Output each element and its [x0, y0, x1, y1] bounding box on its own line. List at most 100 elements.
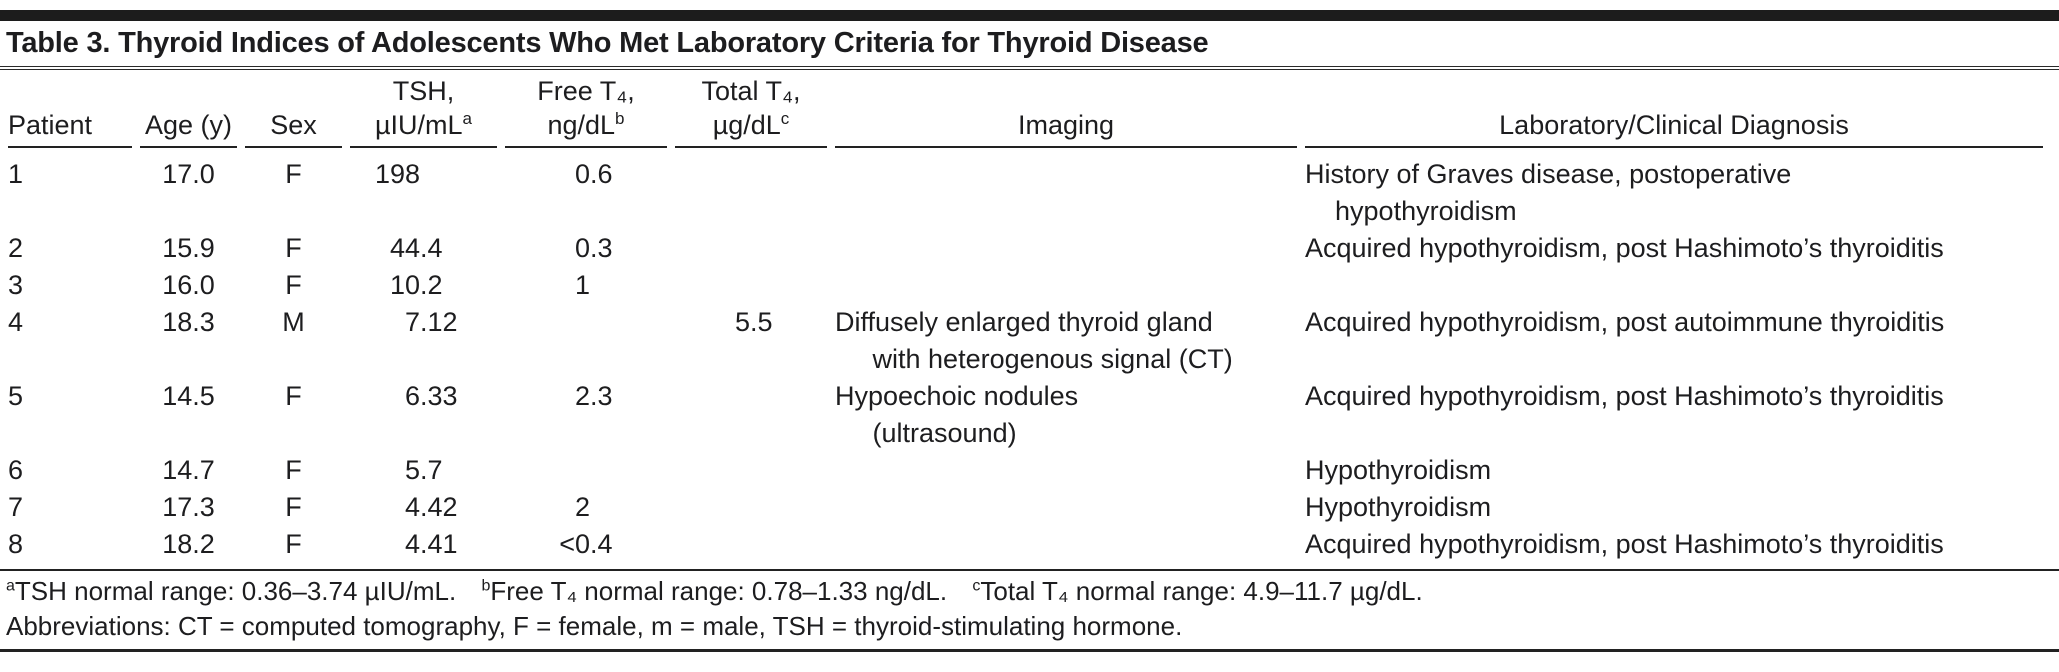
cell-total_t4	[675, 156, 827, 230]
table-header-row: Patient Age (y) Sex TSH, µIU/mLa Free T₄…	[0, 72, 2059, 148]
value-fraction-part: .5	[750, 307, 773, 337]
cell-total_t4	[675, 267, 827, 304]
cell-free_t4: <0.4	[505, 526, 667, 563]
column-header-line2: ng/dLb	[547, 109, 625, 140]
table-body: 1 17.0 F 198 0.6 History of Graves disease, p…	[0, 148, 2059, 569]
cell-imaging	[835, 489, 1297, 526]
cell-imaging	[835, 452, 1297, 489]
cell-sex: F	[285, 381, 302, 411]
value-integer-part: 1	[574, 270, 590, 300]
cell-diagnosis: Hypothyroidism	[1305, 455, 1492, 485]
footnote-superscript: c	[972, 577, 981, 595]
cell-tsh: 7.12	[350, 304, 497, 378]
cell-tsh: 5.7	[350, 452, 497, 489]
column-header-patient: Patient	[8, 72, 132, 148]
cell-free_t4: 0.6	[505, 156, 667, 230]
value-integer-part: 7	[404, 307, 420, 337]
cell-patient: 6	[8, 455, 24, 485]
cell-patient: 7	[8, 492, 24, 522]
value-integer-part: 5	[404, 455, 420, 485]
cell-imaging: Diffusely enlarged thyroid gland with he…	[835, 307, 1233, 374]
bottom-rule-bar	[0, 649, 2059, 652]
header-superscript: a	[462, 109, 473, 128]
cell-free_t4: 2.3	[505, 378, 667, 452]
cell-imaging	[835, 267, 1297, 304]
cell-total_t4	[675, 230, 827, 267]
column-header-line2: µg/dLc	[712, 109, 790, 140]
cell-imaging	[835, 156, 1297, 230]
cell-age: 15.9	[162, 233, 215, 263]
cell-age: 14.5	[162, 381, 215, 411]
column-header-diagnosis: Laboratory/Clinical Diagnosis	[1305, 72, 2043, 148]
column-header-line2: Laboratory/Clinical Diagnosis	[1499, 110, 1849, 140]
cell-total_t4	[675, 452, 827, 489]
cell-age: 17.3	[162, 492, 215, 522]
cell-diagnosis: Acquired hypothyroidism, post Hashimoto’…	[1305, 529, 1944, 559]
table-footnotes: aTSH normal range: 0.36–3.74 µIU/mL. bFr…	[0, 569, 2059, 649]
cell-sex: F	[285, 529, 302, 559]
value-fraction-part: .3	[590, 233, 613, 263]
cell-total_t4: 5.5	[675, 304, 827, 378]
value-integer-part: 10	[389, 270, 420, 300]
table-row: 1 17.0 F 198 0.6 History of Graves disease, p…	[0, 156, 2059, 230]
cell-total_t4	[675, 489, 827, 526]
cell-imaging: Hypoechoic nodules (ultrasound)	[835, 381, 1079, 448]
header-superscript: b	[615, 109, 625, 128]
cell-imaging	[835, 230, 1297, 267]
value-integer-part: 5	[734, 307, 750, 337]
cell-free_t4	[505, 304, 667, 378]
cell-patient: 8	[8, 529, 24, 559]
value-fraction-part: .4	[590, 529, 613, 559]
cell-age: 18.2	[162, 529, 215, 559]
footnote-b: bFree T₄ normal range: 0.78–1.33 ng/dL.	[481, 576, 948, 606]
value-fraction-part: .2	[420, 270, 443, 300]
cell-sex: F	[285, 233, 302, 263]
cell-free_t4: 0.3	[505, 230, 667, 267]
column-header-line2: Sex	[270, 110, 317, 140]
cell-sex: F	[285, 270, 302, 300]
header-superscript: c	[780, 109, 790, 128]
value-integer-part: 44	[389, 233, 420, 263]
column-header-line2: Patient	[8, 110, 93, 140]
value-fraction-part: .33	[420, 381, 458, 411]
cell-diagnosis: Acquired hypothyroidism, post autoimmune…	[1305, 307, 1945, 337]
cell-tsh: 4.42	[350, 489, 497, 526]
value-integer-part: 0	[574, 159, 590, 189]
value-fraction-part: .6	[590, 159, 613, 189]
footnote-c: cTotal T₄ normal range: 4.9–11.7 µg/dL.	[972, 576, 1423, 606]
column-header-line1: TSH,	[392, 76, 455, 106]
table-title: Table 3. Thyroid Indices of Adolescents …	[0, 21, 2059, 70]
column-header-total-t4: Total T₄, µg/dLc	[675, 72, 827, 148]
value-fraction-part: .42	[420, 492, 458, 522]
value-fraction-part: .12	[420, 307, 458, 337]
cell-sex: F	[285, 492, 302, 522]
value-fraction-part: .3	[590, 381, 613, 411]
value-fraction-part: .4	[420, 233, 443, 263]
footnote-superscript: b	[481, 577, 491, 595]
cell-patient: 2	[8, 233, 24, 263]
top-rule-bar	[0, 10, 2059, 21]
column-header-imaging: Imaging	[835, 72, 1297, 148]
table-row: 7 17.3 F 4.42 2 Hypothyroidism	[0, 489, 2059, 526]
footnote-superscript: a	[6, 577, 15, 595]
cell-imaging	[835, 526, 1297, 563]
cell-tsh: 44.4	[350, 230, 497, 267]
cell-patient: 1	[8, 159, 24, 189]
table-row: 8 18.2 F 4.41 <0.4 Acquired hypothyroidism, p…	[0, 526, 2059, 563]
value-integer-part: 2	[574, 381, 590, 411]
table-row: 6 14.7 F 5.7 Hypothyroidism	[0, 452, 2059, 489]
cell-patient: 4	[8, 307, 24, 337]
value-integer-part: 6	[404, 381, 420, 411]
cell-age: 16.0	[162, 270, 215, 300]
column-header-line2: Imaging	[1017, 110, 1115, 140]
cell-patient: 5	[8, 381, 24, 411]
cell-sex: F	[285, 159, 302, 189]
cell-age: 18.3	[162, 307, 215, 337]
cell-age: 14.7	[162, 455, 215, 485]
cell-sex: F	[285, 455, 302, 485]
value-integer-part: <0	[559, 529, 590, 559]
column-header-line1: Total T₄,	[701, 76, 801, 106]
column-header-free-t4: Free T₄, ng/dLb	[505, 72, 667, 148]
value-integer-part: 2	[574, 492, 590, 522]
